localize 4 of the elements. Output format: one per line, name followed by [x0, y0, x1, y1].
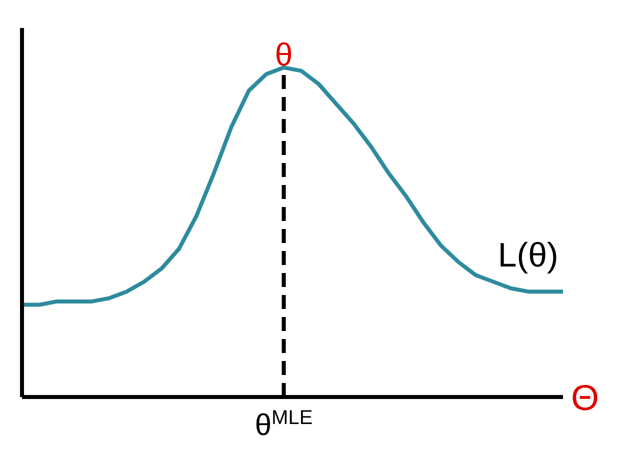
series-label: L(θ)	[498, 236, 558, 275]
annotation: θ	[274, 36, 293, 73]
x-axis-title: Θ	[571, 376, 600, 418]
text: θ$^{MLE}$	[254, 407, 313, 442]
